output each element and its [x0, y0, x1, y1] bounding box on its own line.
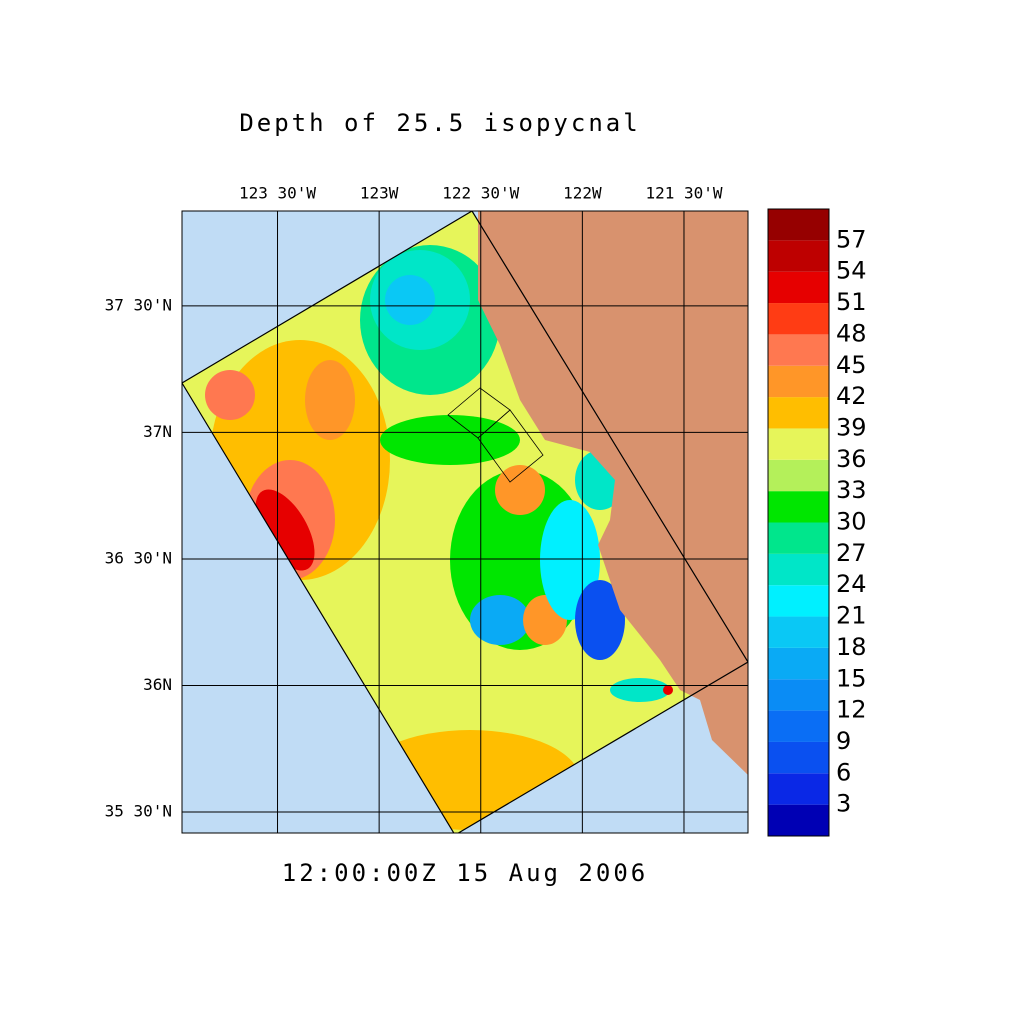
title: Depth of 25.5 isopycnal — [239, 109, 640, 137]
colorbar-tick-label: 36 — [836, 445, 867, 473]
colorbar-tick-label: 24 — [836, 570, 867, 598]
colorbar-tick-label: 54 — [836, 257, 867, 285]
land — [478, 211, 748, 775]
colorbar-bin — [768, 616, 829, 648]
colorbar-bin — [768, 647, 829, 680]
colorbar-tick-label: 18 — [836, 633, 867, 661]
domain-outline — [182, 211, 748, 833]
map-frame — [181, 210, 749, 834]
colorbar-bin — [768, 773, 829, 805]
colorbar-bin — [768, 397, 829, 429]
colorbar-tick-label: 42 — [836, 382, 867, 410]
colorbar-bin — [768, 365, 829, 398]
map-area — [182, 211, 748, 833]
colorbar-bin — [768, 553, 829, 586]
colorbar-tick-label: 48 — [836, 319, 867, 347]
colorbar-tick-label: 27 — [836, 539, 867, 567]
colorbar-bin — [768, 459, 829, 492]
colorbar-bin — [768, 585, 829, 617]
colorbar-frame — [767, 208, 830, 837]
lat-tick-label: 35 30'N — [105, 801, 172, 820]
colorbar-tick-label: 45 — [836, 351, 867, 379]
colorbar-bin — [768, 710, 829, 742]
colorbar-bin — [768, 334, 829, 366]
colorbar-bin — [768, 271, 829, 304]
lon-tick-label: 123 30'W — [239, 184, 316, 203]
lon-tick-label: 122W — [563, 184, 602, 203]
subdomain — [477, 409, 544, 483]
lon-tick-label: 121 30'W — [645, 184, 722, 203]
colorbar-tick-label: 21 — [836, 602, 867, 630]
lat-tick-label: 36 30'N — [105, 548, 172, 567]
colorbar-bin — [768, 804, 829, 836]
colorbar-tick-label: 57 — [836, 225, 867, 253]
colorbar-bin — [768, 209, 829, 241]
colorbar-tick-label: 30 — [836, 508, 867, 536]
colorbar-tick-label: 15 — [836, 664, 867, 692]
lat-tick-label: 37N — [143, 422, 172, 441]
lat-tick-label: 36N — [143, 675, 172, 694]
colorbar-bin — [768, 491, 829, 523]
lat-tick-label: 37 30'N — [105, 295, 172, 314]
colorbar-tick-label: 51 — [836, 288, 867, 316]
colorbar-bin — [768, 303, 829, 335]
colorbar-tick-label: 12 — [836, 696, 867, 724]
colorbar-bin — [768, 428, 829, 460]
lon-tick-label: 123W — [360, 184, 399, 203]
lon-tick-label: 122 30'W — [442, 184, 519, 203]
colorbar-tick-label: 9 — [836, 727, 851, 755]
colorbar-tick-label: 6 — [836, 758, 851, 786]
colorbar-bin — [768, 741, 829, 774]
colorbar-bin — [768, 240, 829, 272]
colorbar-tick-label: 39 — [836, 413, 867, 441]
colorbar-tick-label: 33 — [836, 476, 867, 504]
colorbar-bin — [768, 522, 829, 554]
colorbar-tick-label: 3 — [836, 790, 851, 818]
colorbar-bin — [768, 679, 829, 711]
time-label: 12:00:00Z 15 Aug 2006 — [282, 859, 648, 887]
